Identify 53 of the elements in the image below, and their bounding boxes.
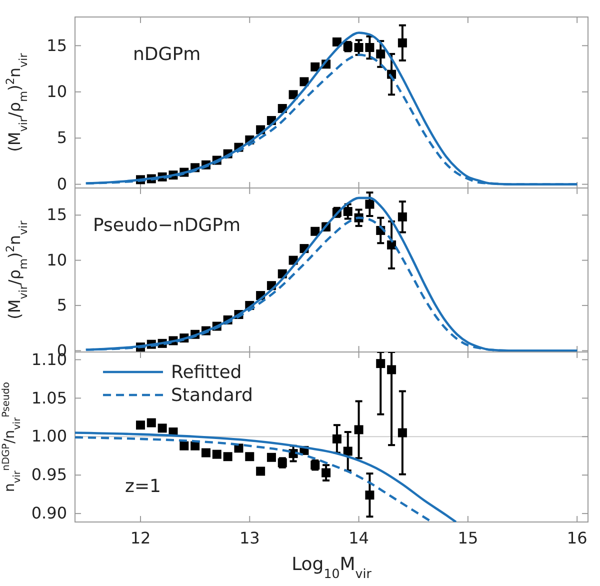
point <box>300 77 309 86</box>
y-tick-label: 0.90 <box>31 504 67 523</box>
point <box>245 452 254 462</box>
y-tick-label: 15 <box>46 205 67 224</box>
point <box>354 425 364 434</box>
point <box>310 226 320 236</box>
annotation: nDGPm <box>133 44 201 65</box>
point <box>343 446 352 456</box>
y-tick-label: 0 <box>56 174 67 194</box>
legend-label: Refitted <box>171 362 242 383</box>
y-tick-label: 0.95 <box>31 465 67 484</box>
x-tick-label: 15 <box>458 528 478 548</box>
y-tick-label: 15 <box>46 36 67 55</box>
annotation: Pseudo−nDGPm <box>93 215 241 236</box>
point <box>180 441 189 450</box>
x-tick-label: 14 <box>348 528 369 548</box>
y-tick-label: 5 <box>56 296 67 315</box>
x-axis-title: Log$_{10}$M$_{vir}$ <box>292 554 372 580</box>
y-tick-label: 1.05 <box>31 388 67 408</box>
x-tick-label: 16 <box>566 528 588 548</box>
point <box>398 212 407 222</box>
point <box>387 365 396 374</box>
x-tick-label: 13 <box>239 528 260 548</box>
point <box>332 434 342 444</box>
point <box>266 452 276 462</box>
point <box>343 206 352 216</box>
point <box>212 450 222 459</box>
point <box>365 43 374 52</box>
point <box>398 428 407 438</box>
point <box>387 240 396 250</box>
point <box>190 441 200 450</box>
point <box>354 43 364 52</box>
annotation: z=1 <box>125 476 161 497</box>
point <box>310 62 320 72</box>
point <box>398 38 407 48</box>
point <box>365 490 374 500</box>
y-tick-label: 5 <box>56 128 67 148</box>
point <box>201 448 210 458</box>
point <box>322 468 331 478</box>
point <box>223 452 232 462</box>
y-tick-label: 10 <box>46 82 67 101</box>
point <box>365 200 374 209</box>
legend-label: Standard <box>171 385 253 406</box>
point <box>288 90 298 100</box>
y-tick-label: 1.00 <box>31 426 67 446</box>
point <box>146 418 156 428</box>
point <box>136 420 145 430</box>
point <box>158 424 167 433</box>
point <box>376 359 386 368</box>
point <box>256 466 266 476</box>
y-tick-label: 10 <box>46 250 67 270</box>
x-tick-label: 12 <box>130 528 151 548</box>
point <box>376 49 386 58</box>
